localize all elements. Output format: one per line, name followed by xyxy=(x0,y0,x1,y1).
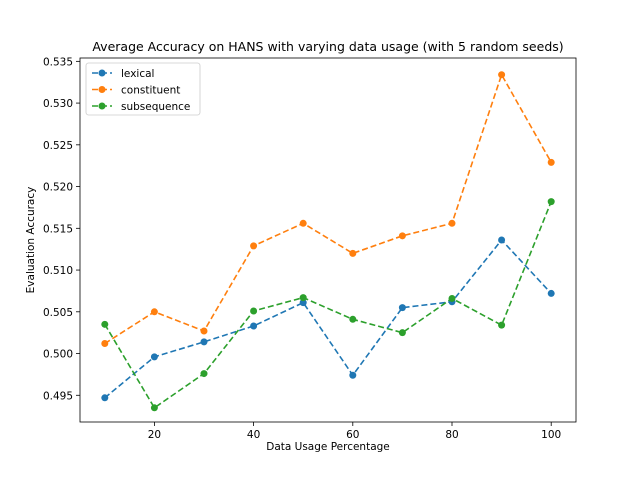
plot-area xyxy=(101,71,555,412)
x-axis-label: Data Usage Percentage xyxy=(266,441,390,453)
legend: lexical constituent subsequence xyxy=(85,62,201,116)
data-point-subsequence xyxy=(448,294,456,302)
axes: 20 40 60 80 100 0.495 0.500 0.505 0.510 0.515 0.52… xyxy=(43,56,561,441)
data-point-subsequence xyxy=(498,321,506,329)
data-point-subsequence xyxy=(349,315,357,323)
data-point-lexical xyxy=(349,371,357,379)
legend-label-lexical: lexical xyxy=(121,68,154,80)
legend-label-constituent: constituent xyxy=(121,85,180,97)
data-point-subsequence xyxy=(101,320,109,328)
chart-title: Average Accuracy on HANS with varying da… xyxy=(92,39,563,54)
data-point-constituent xyxy=(398,232,406,240)
data-point-lexical xyxy=(200,338,208,346)
data-point-constituent xyxy=(200,327,208,335)
legend-marker-constituent xyxy=(98,86,106,93)
data-point-lexical xyxy=(101,394,109,402)
y-tick-label: 0.535 xyxy=(43,56,73,68)
series-line-lexical xyxy=(104,238,552,399)
data-point-subsequence xyxy=(299,294,307,302)
data-point-constituent xyxy=(250,242,258,250)
data-point-constituent xyxy=(150,308,158,316)
data-point-subsequence xyxy=(150,404,158,412)
y-tick-label: 0.500 xyxy=(43,349,73,361)
x-tick-label: 80 xyxy=(445,429,458,441)
data-point-constituent xyxy=(349,249,357,257)
y-tick-label: 0.515 xyxy=(43,223,73,235)
data-point-lexical xyxy=(498,236,506,244)
plot-frame xyxy=(79,57,577,423)
y-axis-label: Evaluation Accuracy xyxy=(25,187,37,294)
data-point-lexical xyxy=(398,304,406,312)
y-tick-label: 0.510 xyxy=(43,265,73,277)
y-tick-label: 0.525 xyxy=(43,140,73,152)
data-point-constituent xyxy=(299,219,307,227)
data-point-lexical xyxy=(547,289,555,297)
series-line-constituent xyxy=(104,72,552,345)
data-point-lexical xyxy=(250,322,258,330)
data-point-constituent xyxy=(547,158,555,166)
x-tick-label: 60 xyxy=(346,429,359,441)
y-tick-label: 0.530 xyxy=(43,98,73,110)
y-tick-label: 0.520 xyxy=(43,182,73,194)
legend-marker-lexical xyxy=(98,69,106,77)
legend-marker-subsequence xyxy=(98,102,106,110)
data-point-subsequence xyxy=(398,329,406,337)
x-tick-label: 40 xyxy=(247,429,260,441)
data-point-subsequence xyxy=(547,198,555,206)
data-point-constituent xyxy=(101,340,109,348)
data-point-lexical xyxy=(150,353,158,361)
data-point-subsequence xyxy=(250,307,258,315)
x-tick-label: 100 xyxy=(541,429,561,441)
data-point-subsequence xyxy=(200,370,208,378)
legend-box xyxy=(85,62,201,116)
data-point-constituent xyxy=(448,219,456,227)
data-point-constituent xyxy=(498,71,506,79)
y-tick-label: 0.505 xyxy=(43,307,73,319)
x-tick-label: 20 xyxy=(148,429,161,441)
data-point-lexical xyxy=(299,299,307,307)
y-tick-label: 0.495 xyxy=(43,390,73,402)
legend-label-subsequence: subsequence xyxy=(121,101,190,113)
series-line-subsequence xyxy=(104,201,552,409)
